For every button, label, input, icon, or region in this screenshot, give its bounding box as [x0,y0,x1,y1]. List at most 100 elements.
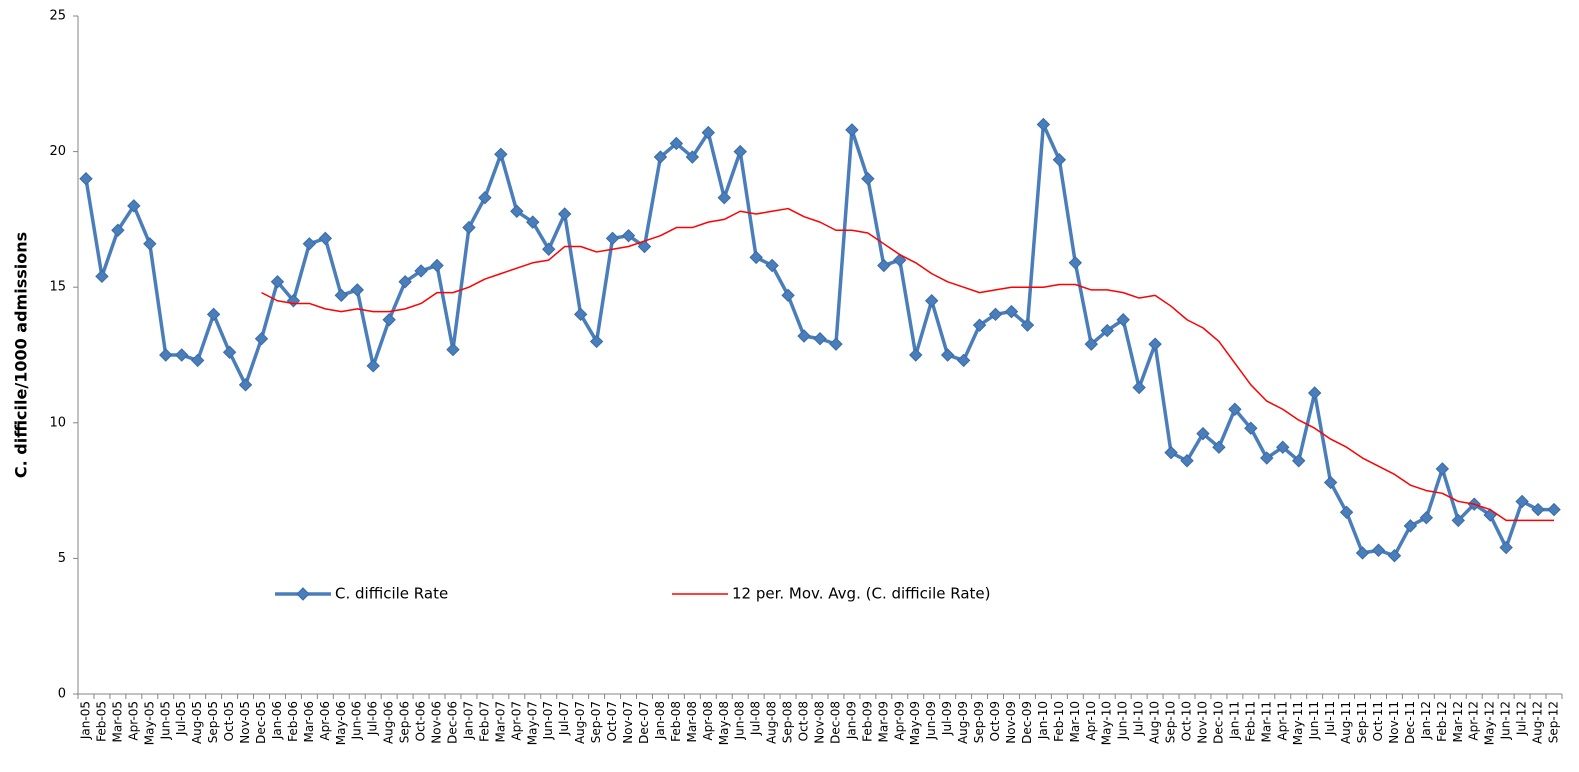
x-tick-label: May-09 [908,701,922,745]
data-point [1499,540,1513,555]
data-point [414,264,428,278]
data-point [1036,117,1051,132]
x-tick-label: Apr-08 [701,701,715,741]
x-tick-label: Nov-07 [621,701,635,744]
data-point [1164,445,1178,460]
data-point [557,207,572,221]
x-tick-label: Dec-09 [1020,701,1034,744]
data-point [1292,454,1306,468]
x-tick-label: Jun-09 [924,701,938,740]
legend-marker [296,587,310,601]
x-tick-label: Nov-06 [430,701,444,744]
data-point [334,288,348,303]
x-tick-label: Sep-07 [589,701,603,743]
data-point [1419,511,1434,525]
data-point [637,239,652,254]
x-tick-label: Mar-05 [110,701,124,742]
x-tick-label: May-05 [142,701,156,745]
x-tick-label: Jan-06 [270,701,284,740]
data-point [1387,548,1402,563]
data-point [1068,256,1083,270]
x-tick-label: Aug-05 [190,701,204,744]
data-point [462,220,476,235]
data-point [956,353,971,368]
x-tick-label: Oct-07 [605,701,619,741]
x-tick-label: Apr-06 [318,701,332,741]
data-point [861,172,875,186]
data-point [446,342,460,357]
data-point [1148,337,1162,351]
data-point [302,237,317,251]
x-tick-label: Jun-07 [541,701,555,740]
data-point [924,294,939,308]
data-point [127,199,141,213]
x-tick-label: Nov-08 [813,701,827,744]
data-point [829,337,843,351]
data-point [1132,380,1146,395]
y-tick-label: 5 [58,551,66,566]
x-tick-label: Feb-08 [669,701,683,742]
x-tick-label: Jun-05 [158,701,172,740]
x-tick-label: Jul-06 [366,701,380,736]
x-tick-label: Oct-08 [797,701,811,741]
data-point [79,172,93,186]
data-point [1260,451,1274,465]
data-point [1020,318,1035,332]
data-point [1228,402,1242,416]
x-tick-label: Feb-10 [1052,701,1066,742]
data-point [1451,513,1465,528]
data-point [733,144,747,159]
x-tick-label: Oct-06 [414,701,428,741]
data-point [1276,440,1290,454]
x-tick-label: Apr-10 [1084,701,1098,741]
x-tick-label: Jun-11 [1307,701,1321,740]
data-point [909,348,923,362]
series-line [261,207,1555,522]
x-tick-label: Aug-07 [573,701,587,744]
x-tick-label: Jan-05 [78,701,92,740]
data-point [526,215,540,229]
x-tick-label: Mar-07 [493,701,507,742]
x-tick-label: Oct-05 [222,701,236,741]
x-tick-label: Oct-10 [1180,701,1194,741]
x-tick-label: Feb-05 [94,701,108,742]
x-tick-label: Mar-12 [1451,701,1465,742]
data-point [206,307,221,322]
data-point [175,348,189,362]
x-tick-label: Mar-10 [1068,701,1082,742]
x-tick-label: Jan-11 [1227,701,1241,740]
data-point [685,150,700,164]
x-tick-label: Jul-08 [749,701,763,736]
data-point [1531,502,1545,517]
data-point [1244,421,1258,435]
data-point [1355,546,1370,560]
data-point [1052,153,1067,167]
x-tick-label: Sep-11 [1355,701,1369,743]
x-tick-label: Sep-12 [1547,701,1561,743]
x-tick-label: Feb-12 [1435,701,1449,742]
data-point [398,275,412,289]
data-point [621,228,636,243]
data-point [254,332,269,346]
data-point [813,332,827,346]
x-tick-label: Sep-10 [1164,701,1178,743]
x-tick-label: Nov-09 [1004,701,1018,744]
x-tick-label: Jul-07 [557,701,571,736]
data-point [238,378,253,392]
x-tick-label: Aug-09 [956,701,970,744]
data-point [1307,386,1322,400]
data-point [382,313,396,327]
data-point [95,269,109,284]
x-tick-label: Sep-09 [972,701,986,743]
x-tick-label: May-07 [525,701,539,745]
data-point [1339,505,1354,520]
data-point [765,258,779,273]
data-point [1323,475,1338,490]
data-point [589,334,604,349]
data-point [1212,440,1226,454]
x-tick-label: Oct-11 [1371,701,1385,741]
data-point [988,307,1003,322]
data-point [510,204,524,218]
x-tick-label: Feb-06 [286,701,300,742]
data-point [749,250,763,265]
